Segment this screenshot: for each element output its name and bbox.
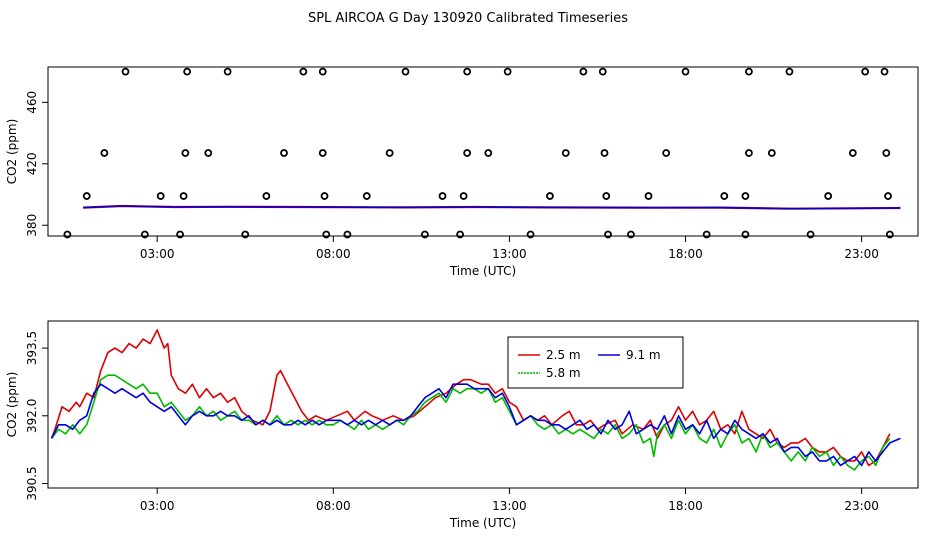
scatter-point — [179, 192, 188, 200]
scatter-point — [322, 230, 331, 239]
scatter-point — [644, 192, 653, 200]
scatter-point — [627, 230, 635, 239]
scatter-point — [745, 67, 753, 76]
scatter-point — [318, 149, 327, 157]
y-tick-label: 393.5 — [25, 331, 39, 365]
x-tick-label: 18:00 — [668, 247, 703, 261]
legend-label: 5.8 m — [546, 366, 581, 380]
scatter-point — [503, 67, 512, 76]
scatter-point — [343, 230, 352, 239]
scatter-point — [598, 67, 607, 76]
y-axis-label: CO2 (ppm) — [5, 372, 19, 438]
scatter-point — [262, 192, 271, 200]
scatter-point — [420, 230, 429, 239]
y-tick-label: 390.5 — [25, 466, 39, 500]
scatter-point — [880, 67, 889, 76]
scatter-point — [176, 230, 184, 239]
scatter-point — [362, 192, 371, 200]
y-tick-label: 380 — [25, 214, 39, 237]
scatter-point — [156, 192, 165, 200]
scatter-point — [100, 149, 109, 157]
scatter-point — [861, 67, 870, 76]
scatter-point — [456, 230, 465, 239]
legend-label: 2.5 m — [546, 348, 581, 362]
x-tick-label: 13:00 — [492, 247, 527, 261]
bottom-panel-lines: 03:00 08:00 13:00 18:00 23:00 390.5 392.0 393.5… — [5, 320, 919, 530]
scatter-point — [121, 67, 130, 76]
x-tick-label: 23:00 — [844, 247, 879, 261]
x-tick-label: 23:00 — [844, 499, 879, 513]
top-panel-scatter: 03:00 08:00 13:00 18:00 23:00 380 420 460 Time (… — [5, 66, 919, 278]
scatter-point — [785, 67, 794, 76]
scatter-point — [885, 230, 894, 239]
baseline-line-blue — [83, 205, 901, 210]
scatter-point — [526, 230, 535, 239]
scatter-point — [401, 67, 410, 76]
scatter-point — [183, 67, 192, 76]
scatter-point — [720, 192, 729, 200]
scatter-point — [702, 230, 711, 239]
series-line-5-8-m — [50, 374, 891, 471]
legend-label: 9.1 m — [626, 348, 661, 362]
scatter-point — [140, 230, 149, 239]
scatter-point — [82, 192, 91, 200]
scatter-point — [463, 149, 472, 157]
x-tick-label: 03:00 — [140, 247, 175, 261]
y-tick-label: 420 — [25, 152, 39, 175]
scatter-point — [767, 149, 776, 157]
series-line-9-1-m — [50, 383, 901, 467]
y-tick-label: 392.0 — [25, 399, 39, 433]
scatter-point — [241, 230, 250, 239]
scatter-point — [848, 149, 857, 157]
scatter-point — [280, 149, 288, 157]
scatter-point — [561, 149, 570, 157]
plot-frame — [47, 66, 919, 237]
scatter-point — [318, 67, 327, 76]
x-tick-label: 08:00 — [316, 499, 351, 513]
chart-title: SPL AIRCOA G Day 130920 Calibrated Times… — [308, 11, 628, 26]
scatter-point — [604, 230, 612, 239]
y-tick-label: 460 — [25, 91, 39, 114]
scatter-point — [459, 192, 468, 200]
scatter-point — [484, 149, 493, 157]
scatter-point — [385, 149, 394, 157]
scatter-point — [181, 149, 190, 157]
x-axis-label: Time (UTC) — [449, 264, 516, 278]
scatter-point — [204, 149, 213, 157]
scatter-point — [223, 67, 232, 76]
scatter-point — [681, 67, 690, 76]
scatter-point — [602, 192, 611, 200]
x-tick-label: 18:00 — [668, 499, 703, 513]
series-line-2-5-m — [50, 329, 891, 467]
scatter-point — [63, 230, 72, 239]
scatter-point — [882, 149, 891, 157]
scatter-point — [824, 192, 833, 200]
scatter-point — [806, 230, 815, 239]
scatter-point — [438, 192, 447, 200]
x-axis-label: Time (UTC) — [449, 516, 516, 530]
scatter-point — [600, 149, 609, 157]
scatter-point — [546, 192, 554, 200]
scatter-point — [579, 67, 588, 76]
scatter-point — [320, 192, 329, 200]
scatter-point — [299, 67, 308, 76]
scatter-point — [463, 67, 472, 76]
legend-box — [507, 336, 684, 389]
x-tick-label: 08:00 — [316, 247, 351, 261]
scatter-point — [884, 192, 892, 200]
scatter-point — [741, 192, 750, 200]
x-tick-label: 03:00 — [140, 499, 175, 513]
scatter-point — [662, 149, 671, 157]
scatter-point — [741, 230, 750, 239]
scatter-point — [745, 149, 753, 157]
plot-frame — [47, 320, 919, 489]
x-tick-label: 13:00 — [492, 499, 527, 513]
y-axis-label: CO2 (ppm) — [5, 119, 19, 185]
